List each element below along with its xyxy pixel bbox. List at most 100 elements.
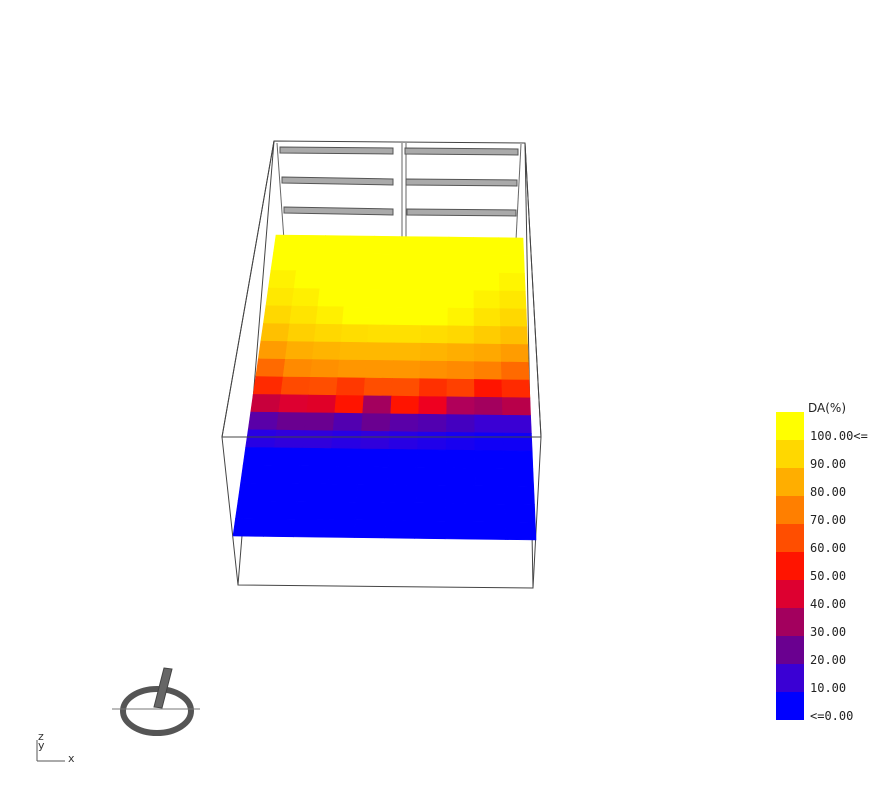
grid-cell — [262, 518, 296, 538]
grid-cell — [321, 252, 349, 272]
grid-cell — [395, 289, 423, 309]
grid-cell — [396, 271, 424, 291]
grid-cell — [287, 323, 317, 343]
grid-cell — [446, 378, 475, 398]
grid-cell — [337, 359, 367, 379]
legend-label: 20.00 — [810, 653, 847, 667]
grid-cell — [474, 485, 506, 505]
grid-cell — [386, 466, 418, 486]
grid-cell — [237, 482, 271, 502]
grid-cell — [298, 234, 326, 254]
grid-cell — [368, 306, 397, 326]
grid-cell — [474, 521, 507, 540]
grid-cell — [394, 307, 423, 326]
grid-cell — [300, 447, 332, 467]
shade-2-right — [405, 178, 518, 187]
grid-cell — [311, 341, 342, 361]
grid-cell — [385, 502, 417, 522]
grid-cell — [240, 464, 273, 484]
grid-cell — [397, 253, 424, 273]
grid-cell — [353, 519, 386, 539]
grid-cell — [417, 413, 448, 433]
grid-cell — [323, 235, 351, 254]
grid-cell — [389, 413, 420, 433]
grid-cell — [302, 430, 334, 449]
grid-cell — [446, 343, 475, 363]
grid-cell — [265, 500, 298, 520]
grid-cell — [447, 289, 475, 309]
grid-cell — [295, 252, 324, 272]
grid-cell — [446, 396, 476, 416]
grid-cell — [356, 484, 388, 503]
grid-cell — [504, 503, 536, 523]
grid-cell — [503, 450, 534, 470]
shade-3-right — [406, 208, 517, 217]
grid-cell — [271, 447, 304, 467]
grid-cell — [474, 432, 504, 452]
grid-cell — [474, 503, 506, 523]
legend-swatch — [776, 552, 804, 580]
grid-cell — [313, 323, 343, 343]
grid-cell — [345, 270, 373, 290]
grid-cell — [250, 394, 282, 413]
grid-cell — [445, 431, 476, 451]
grid-cell — [473, 361, 503, 381]
grid-cell — [343, 288, 372, 308]
grid-cell — [421, 307, 449, 327]
grid-cell — [500, 361, 530, 381]
grid-cell — [444, 520, 476, 540]
grid-cell — [419, 360, 448, 380]
grid-cell — [422, 254, 450, 273]
grid-cell — [329, 448, 361, 468]
grid-cell — [242, 447, 275, 466]
grid-cell — [392, 360, 421, 380]
grid-cell — [415, 502, 446, 522]
grid-cell — [504, 485, 535, 505]
grid-cell — [499, 290, 527, 310]
legend-swatch — [776, 524, 804, 552]
grid-cell — [423, 236, 450, 256]
grid-cell — [357, 466, 389, 486]
shade-1-right — [404, 147, 519, 156]
grid-cell — [384, 519, 416, 539]
grid-cell — [335, 377, 366, 397]
grid-cell — [474, 396, 504, 416]
grid-cell — [358, 448, 390, 468]
grid-cell — [317, 288, 346, 308]
grid-cell — [284, 341, 315, 360]
grid-cell — [269, 465, 302, 484]
grid-cell — [473, 290, 501, 310]
grid-cell — [306, 394, 337, 414]
grid-cell — [446, 414, 476, 434]
legend-label: 100.00<= — [810, 429, 868, 443]
legend-swatch — [776, 580, 804, 608]
grid-cell — [267, 482, 300, 502]
grid-cell — [334, 395, 365, 414]
grid-cell — [448, 236, 475, 256]
grid-cell — [445, 449, 476, 469]
legend-label: 40.00 — [810, 597, 847, 611]
legend-swatch — [776, 440, 804, 468]
grid-cell — [298, 465, 331, 485]
grid-cell — [291, 288, 321, 307]
grid-cell — [323, 519, 356, 538]
window-frame — [276, 142, 522, 241]
grid-cell — [421, 289, 449, 309]
grid-cell — [414, 520, 446, 540]
grid-cell — [340, 324, 370, 343]
grid-cell — [328, 465, 360, 485]
grid-cell — [310, 359, 340, 379]
grid-cell — [252, 376, 284, 396]
grid-cell — [282, 358, 313, 378]
axis-x-label: x — [68, 752, 75, 765]
grid-cell — [416, 449, 447, 469]
legend-label: 50.00 — [810, 569, 847, 583]
grid-cell — [364, 359, 394, 379]
grid-cell — [273, 234, 302, 254]
grid-cell — [355, 501, 387, 521]
legend-label: <=0.00 — [810, 709, 854, 723]
grid-cell — [391, 378, 421, 397]
grid-cell — [447, 307, 475, 327]
grid-cell — [308, 376, 339, 396]
